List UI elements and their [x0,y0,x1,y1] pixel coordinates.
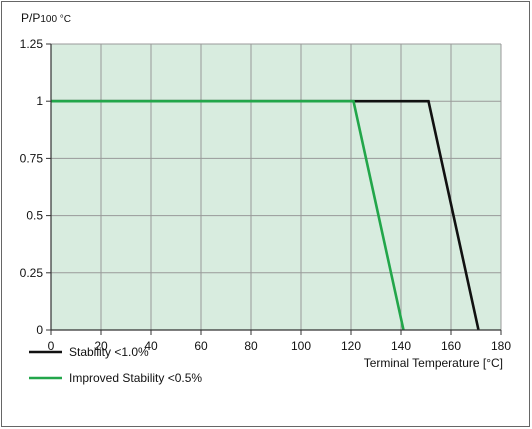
x-tick-label: 160 [441,339,461,353]
x-tick-label: 140 [391,339,411,353]
y-tick-label: 0.75 [20,151,44,165]
x-tick-label: 80 [244,339,258,353]
y-tick-label: 1.25 [20,37,44,51]
y-axis-label: P/P100 °C [21,11,71,25]
legend-label-1: Stability <1.0% [69,345,149,359]
y-tick-label: 0.25 [20,266,44,280]
series-line-2 [51,99,405,331]
x-tick-label: 120 [341,339,361,353]
legend-label-2: Improved Stability <0.5% [69,371,202,385]
x-axis-label: Terminal Temperature [°C] [364,356,503,370]
x-tick-label: 0 [48,339,55,353]
y-tick-label: 0.5 [26,209,43,223]
x-tick-label: 100 [291,339,311,353]
x-tick-label: 180 [491,339,511,353]
x-tick-label: 20 [94,339,108,353]
y-tick-label: 0 [36,323,43,337]
plot-area [51,44,501,330]
y-tick-label: 1 [36,94,43,108]
x-tick-label: 40 [144,339,158,353]
x-tick-label: 60 [194,339,208,353]
